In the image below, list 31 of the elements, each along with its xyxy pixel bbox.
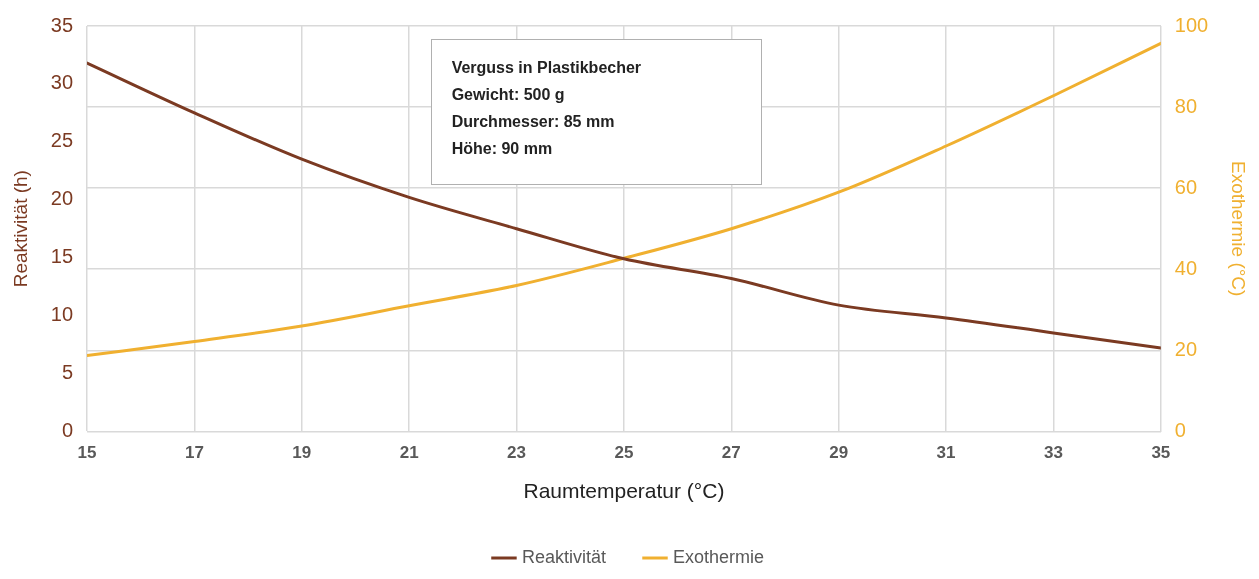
note-box: Verguss in Plastikbecher Gewicht: 500 g Durchmesser: 85 mm Höhe: 90 mm — [430, 39, 763, 185]
y2-tick-label: 100 — [1174, 13, 1209, 36]
y2-tick-label: 20 — [1174, 337, 1198, 360]
y-tick-label: 5 — [61, 361, 74, 383]
y2-axis-title: Exothermie (°C) — [1228, 161, 1250, 297]
legend-label: Exothermie — [673, 546, 765, 567]
y-tick-label: 10 — [50, 303, 74, 326]
y2-tick-label: 0 — [1174, 418, 1186, 441]
x-tick-label: 17 — [184, 443, 204, 463]
y-axis-title: Reaktivität (h) — [9, 170, 31, 288]
y2-tick-label: 60 — [1174, 175, 1198, 198]
y2-tick-label: 40 — [1174, 256, 1198, 279]
y-tick-label: 20 — [50, 187, 74, 210]
x-tick-label: 25 — [614, 443, 634, 463]
x-tick-label: 19 — [292, 443, 312, 463]
x-tick-label: 31 — [936, 443, 956, 463]
x-axis-title: Raumtemperatur (°C) — [523, 479, 725, 503]
x-tick-label: 35 — [1151, 443, 1171, 463]
x-tick-label: 33 — [1043, 443, 1063, 463]
y-tick-label: 15 — [50, 245, 74, 268]
x-tick-label: 23 — [507, 443, 527, 463]
y-tick-label: 25 — [50, 129, 74, 152]
y-tick-label: 0 — [61, 418, 74, 441]
x-tick-label: 27 — [721, 443, 741, 463]
x-tick-label: 21 — [399, 443, 419, 463]
x-tick-label: 15 — [77, 443, 97, 463]
y-tick-label: 30 — [50, 71, 74, 94]
legend-label: Reaktivität — [521, 546, 607, 567]
y-tick-label: 35 — [50, 13, 74, 36]
y2-tick-label: 80 — [1174, 94, 1198, 117]
x-tick-label: 29 — [829, 443, 849, 463]
